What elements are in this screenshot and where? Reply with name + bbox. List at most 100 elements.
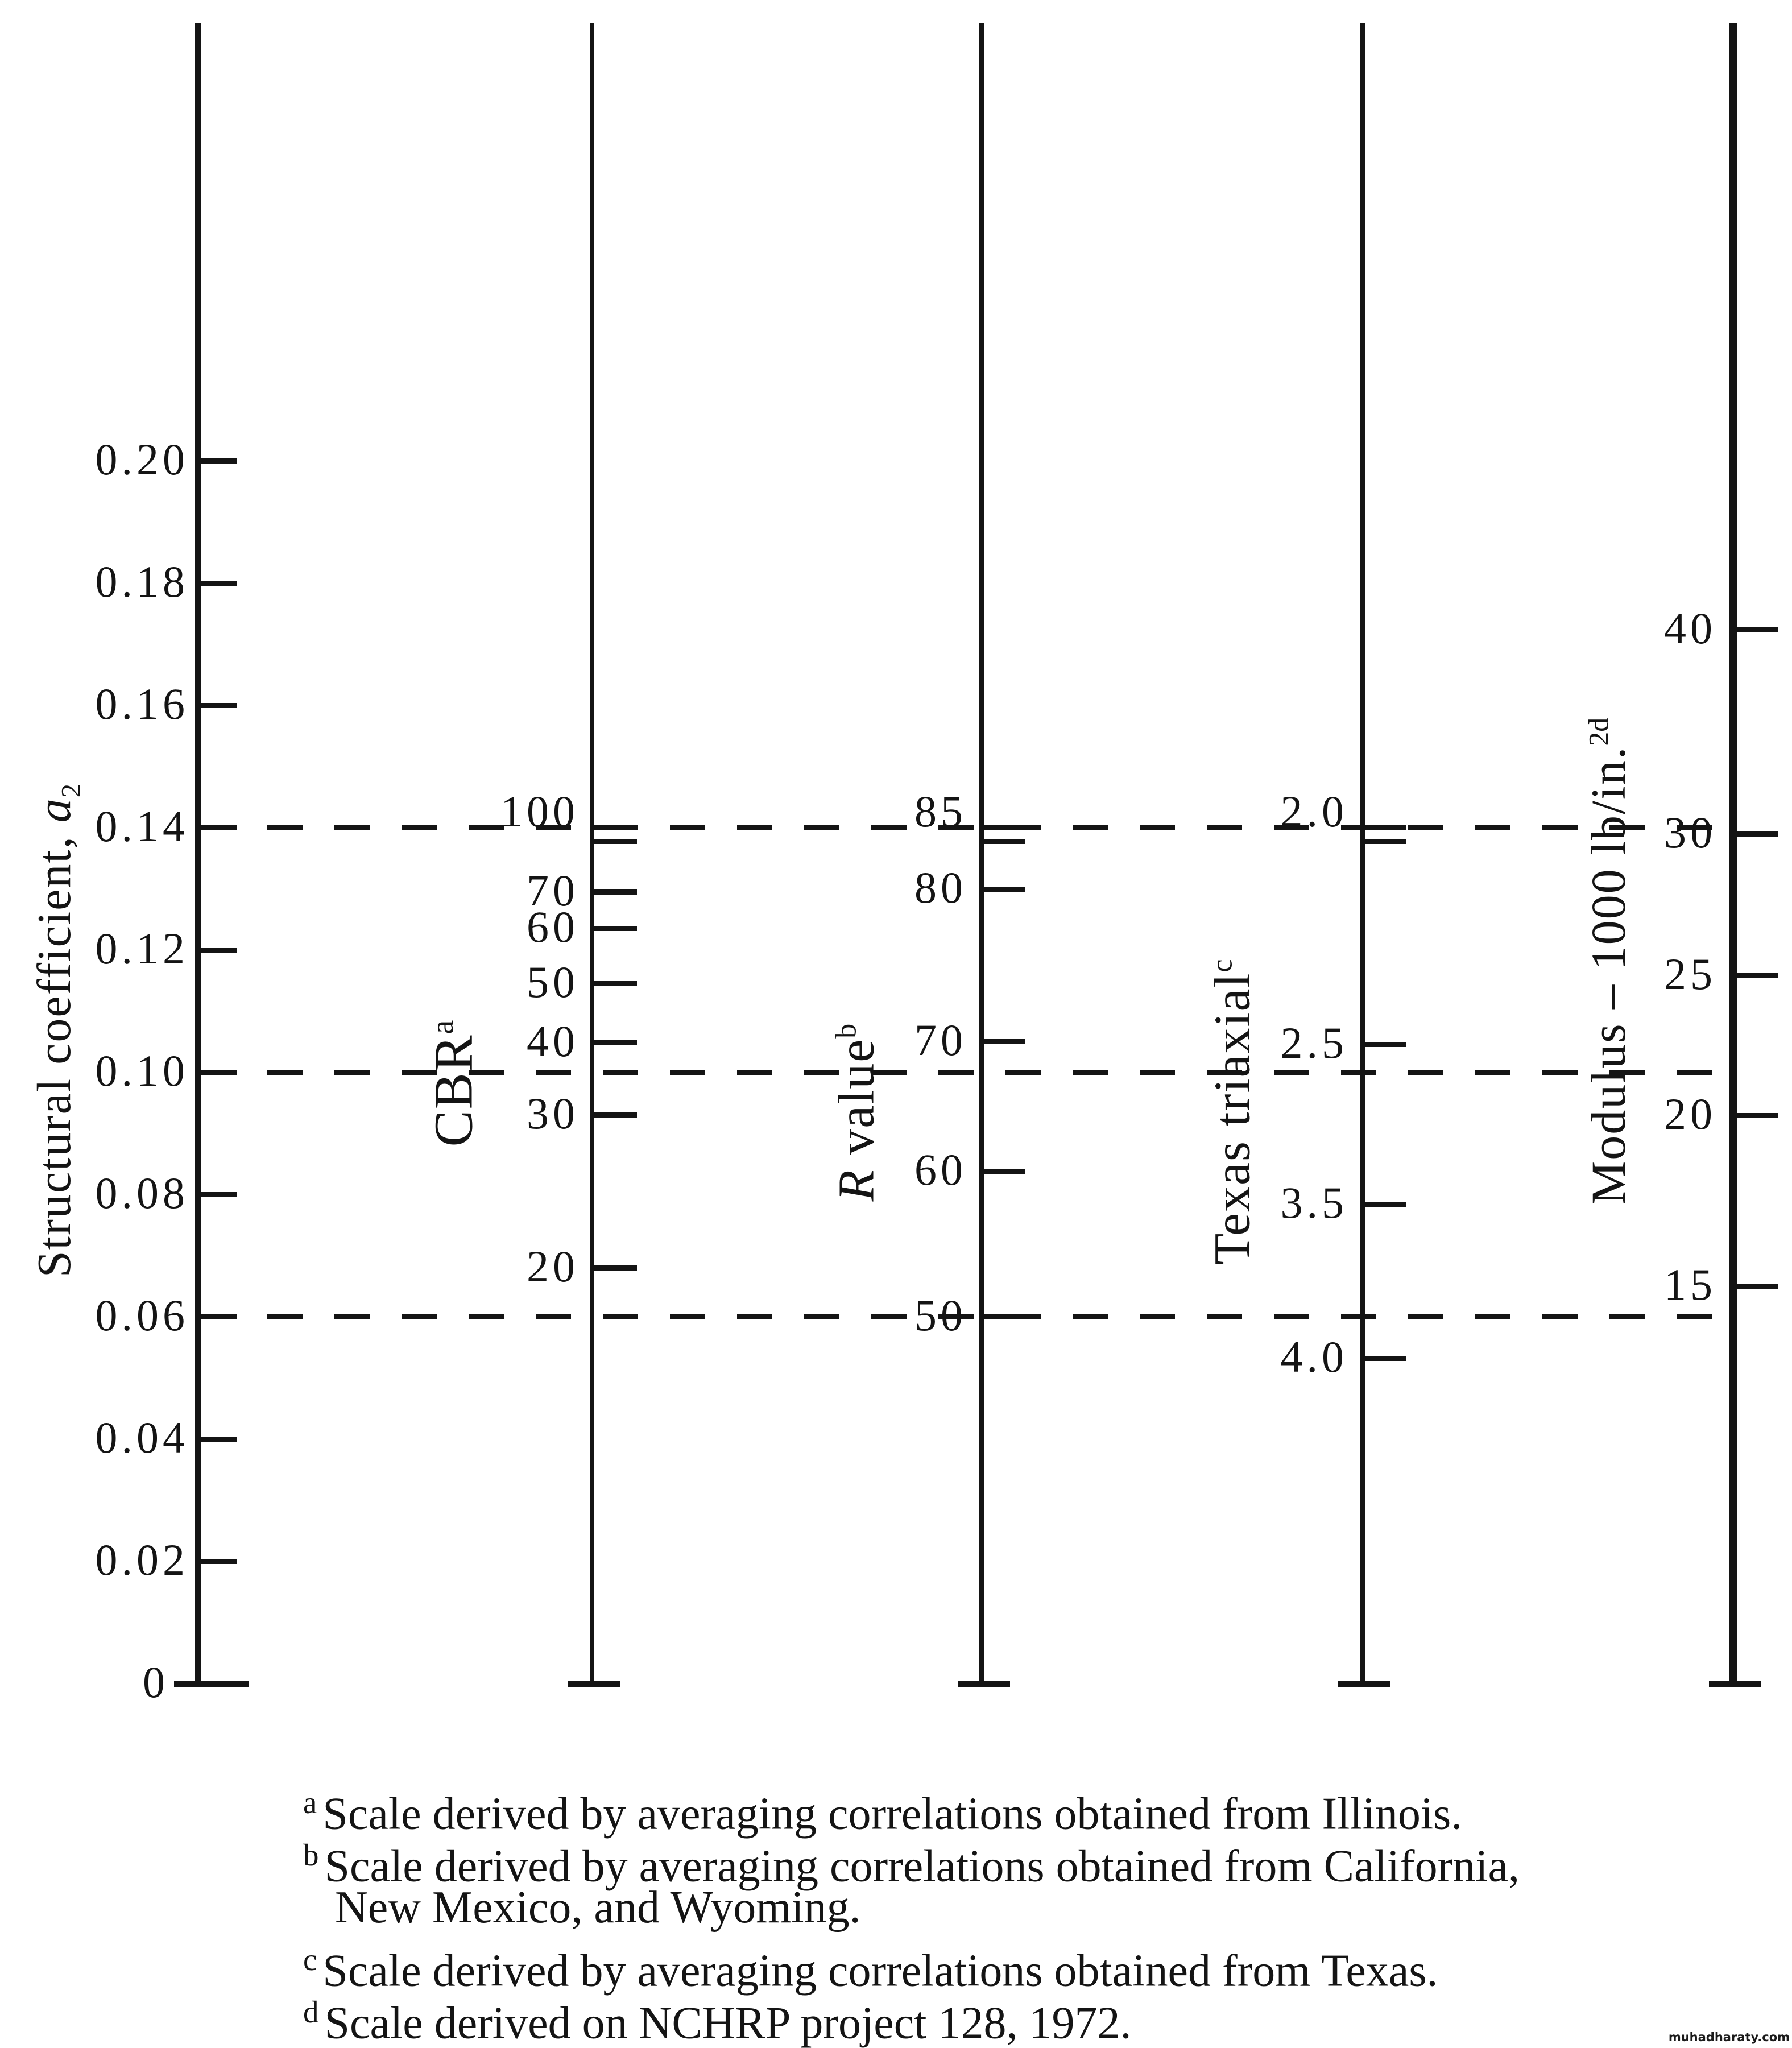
footnote-text: Scale derived by averaging correlations …	[322, 1789, 1463, 1839]
cbr-tick-label-70: 70	[527, 866, 579, 915]
texas-triaxial-tick-3.5	[1362, 1202, 1406, 1207]
footnote-marker-a: a	[303, 1785, 317, 1820]
cbr-tick-label-40: 40	[527, 1016, 579, 1066]
cbr-tick-label-30: 30	[527, 1089, 579, 1138]
texas-triaxial-axis-base-tick	[1338, 1681, 1390, 1687]
r-value-tick-label-80: 80	[914, 863, 967, 912]
a2-axis-title: Structural coefficient, a2	[27, 784, 87, 1277]
a2-tick-0.04	[198, 1437, 237, 1442]
texas-triaxial-axis-title-part: Texas triaxial	[1204, 972, 1261, 1265]
texas-triaxial-axis-title-part: c	[1205, 959, 1239, 973]
modulus-tick-20	[1733, 1113, 1778, 1118]
modulus-tick-label-15: 15	[1664, 1260, 1716, 1309]
footnote-d: d Scale derived on NCHRP project 128, 197…	[303, 1984, 1132, 2048]
cbr-tick-label-60: 60	[527, 902, 579, 951]
r-value-tick-80	[982, 887, 1025, 892]
cbr-tick-label-20: 20	[527, 1242, 579, 1291]
a2-tick-label-0.16: 0.16	[95, 679, 189, 729]
footnote-c: c Scale derived by averaging correlations…	[303, 1931, 1438, 1996]
a2-tick-0.08	[198, 1192, 237, 1197]
texas-triaxial-tick-label-4.0: 4.0	[1280, 1332, 1348, 1381]
texas-triaxial-tick-label-3.5: 3.5	[1280, 1178, 1348, 1227]
cbr-tick-label-100: 100	[500, 787, 579, 836]
a2-axis-title-part: a	[28, 797, 81, 823]
footnote-text: Scale derived by averaging correlations …	[324, 1841, 1520, 1892]
a2-tick-0.18	[198, 581, 237, 586]
a2-tick-label-0.14: 0.14	[95, 801, 189, 851]
modulus-tick-label-20: 20	[1664, 1089, 1716, 1139]
r-value-tick-label-70: 70	[914, 1015, 967, 1065]
a2-tick-label-0.04: 0.04	[95, 1413, 189, 1462]
cbr-tick-100	[592, 825, 637, 830]
modulus-tick-40	[1733, 627, 1778, 632]
texas-triaxial-tick-label-2.0: 2.0	[1280, 787, 1348, 836]
watermark-text: muhadharaty.com	[1668, 2030, 1790, 2044]
footnote-text: Scale derived on NCHRP project 128, 1972…	[324, 1998, 1132, 2048]
r-value-axis-base-tick	[958, 1681, 1010, 1687]
texas-triaxial-tick-2.0	[1362, 825, 1406, 830]
r-value-tick-85-double	[982, 839, 1025, 844]
r-value-axis-title: R valueb	[827, 1024, 886, 1201]
a2-tick-0.06	[198, 1314, 237, 1319]
modulus-axis-line	[1729, 23, 1737, 1686]
a2-axis-title-part: Structural coefficient,	[28, 822, 81, 1278]
r-value-tick-70	[982, 1039, 1025, 1044]
footnote-b: b Scale derived by averaging correlations…	[303, 1827, 1520, 1892]
cbr-axis-title: CBRa	[422, 1020, 485, 1147]
footnote-marker-d: d	[303, 1995, 319, 2029]
r-value-tick-label-50: 50	[914, 1290, 967, 1340]
footnote-text: New Mexico, and Wyoming.	[335, 1882, 861, 1933]
r-value-axis-line	[979, 23, 984, 1686]
a2-tick-label-0.06: 0.06	[95, 1290, 189, 1340]
r-value-axis-title-part: value	[828, 1038, 885, 1169]
footnote-a: a Scale derived by averaging correlations…	[303, 1774, 1462, 1839]
a2-tick-label-0: 0	[143, 1657, 169, 1707]
a2-tick-0.20	[198, 458, 237, 464]
modulus-axis-title-part: Modulus – 1000 lb/in.	[1581, 746, 1636, 1205]
dashed-reference-line-0.1	[267, 1070, 1733, 1075]
footnote-text: Scale derived by averaging correlations …	[322, 1946, 1438, 1996]
modulus-tick-label-30: 30	[1664, 808, 1716, 857]
texas-triaxial-axis-line	[1359, 23, 1365, 1686]
a2-axis-line	[195, 23, 201, 1686]
modulus-tick-label-40: 40	[1664, 603, 1716, 653]
footnote-marker-b: b	[303, 1838, 319, 1872]
cbr-axis-line	[590, 23, 594, 1686]
r-value-tick-60	[982, 1169, 1025, 1174]
modulus-tick-25	[1733, 973, 1778, 978]
a2-tick-0.10	[198, 1070, 237, 1075]
cbr-tick-20	[592, 1265, 637, 1271]
a2-tick-label-0.12: 0.12	[95, 924, 189, 973]
texas-triaxial-tick-4.0	[1362, 1356, 1406, 1361]
a2-axis-base-tick	[174, 1681, 249, 1687]
a2-tick-0.12	[198, 948, 237, 953]
cbr-tick-100-double	[592, 839, 637, 844]
cbr-axis-base-tick	[568, 1681, 620, 1687]
cbr-tick-label-50: 50	[527, 957, 579, 1007]
modulus-tick-label-25: 25	[1664, 949, 1716, 999]
r-value-axis-title-part: R	[828, 1169, 885, 1202]
r-value-tick-85	[982, 825, 1025, 830]
modulus-tick-15	[1733, 1284, 1778, 1289]
modulus-axis-base-tick	[1709, 1681, 1761, 1687]
texas-triaxial-tick-label-2.5: 2.5	[1280, 1018, 1348, 1068]
cbr-axis-title-part: a	[425, 1020, 461, 1035]
cbr-axis-title-part: CBR	[423, 1034, 484, 1147]
a2-tick-label-0.08: 0.08	[95, 1168, 189, 1218]
cbr-tick-60	[592, 926, 637, 931]
footnote-marker-c: c	[303, 1942, 317, 1977]
r-value-tick-label-85: 85	[914, 787, 967, 836]
a2-tick-0.16	[198, 703, 237, 708]
modulus-axis-title-part: d	[1583, 717, 1615, 732]
cbr-tick-40	[592, 1040, 637, 1045]
a2-axis-title-part: 2	[55, 783, 86, 798]
texas-triaxial-tick-2.5	[1362, 1042, 1406, 1047]
footnote-b-cont: New Mexico, and Wyoming.	[335, 1879, 861, 1936]
cbr-tick-30	[592, 1112, 637, 1118]
cbr-tick-50	[592, 981, 637, 986]
r-value-axis-title-part: b	[829, 1023, 863, 1039]
texas-triaxial-tick-2.0-double	[1362, 839, 1406, 844]
texas-triaxial-axis-title: Texas triaxialc	[1203, 959, 1262, 1264]
a2-tick-label-0.02: 0.02	[95, 1535, 189, 1584]
